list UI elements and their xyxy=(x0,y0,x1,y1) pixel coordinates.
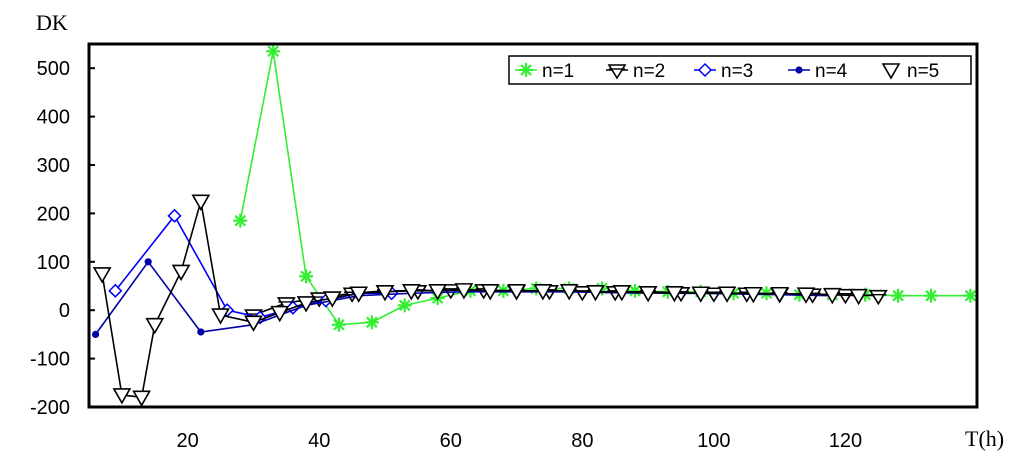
x-tick-label-60: 60 xyxy=(440,430,462,452)
data-point-n-5 xyxy=(849,288,868,306)
data-point-n-5 xyxy=(296,296,316,313)
y-tick-label-200: 200 xyxy=(37,203,70,225)
x-tick-label-120: 120 xyxy=(829,430,862,452)
legend-marker-n-4 xyxy=(795,66,803,74)
data-point-n-5 xyxy=(454,283,474,300)
data-point-n-2 xyxy=(868,289,888,306)
legend-item-n-3: n=3 xyxy=(694,61,753,82)
data-point-n-3 xyxy=(167,208,182,223)
data-point-n-5 xyxy=(796,287,816,304)
data-point-n-5 xyxy=(586,285,605,302)
y-tick-label-300: 300 xyxy=(37,155,70,177)
series-n-5 xyxy=(92,194,868,407)
y-tick-label-400: 400 xyxy=(37,107,70,129)
legend-label-n-5: n=5 xyxy=(907,61,939,82)
plot-frame xyxy=(87,42,979,409)
data-point-n-5 xyxy=(171,264,191,282)
legend-item-n-5: n=5 xyxy=(881,61,939,82)
y-tick-label--200: -200 xyxy=(30,397,70,419)
x-axis-title: T(h) xyxy=(965,426,1004,451)
data-point-n-4 xyxy=(91,330,100,338)
data-point-n-1 xyxy=(627,283,642,298)
data-point-n-5 xyxy=(717,286,737,303)
legend: n=1 n=2 n=3 n=4 n=5 xyxy=(508,55,972,85)
data-point-n-5 xyxy=(612,285,632,302)
data-point-n-5 xyxy=(507,284,526,301)
data-point-n-5 xyxy=(375,285,395,302)
legend-label-n-4: n=4 xyxy=(815,61,848,82)
data-point-n-5 xyxy=(428,284,448,301)
y-axis-title: DK xyxy=(36,10,68,35)
data-point-n-1 xyxy=(364,315,379,330)
y-tick-label-0: 0 xyxy=(59,300,70,322)
data-point-n-5 xyxy=(480,284,500,301)
data-point-n-5 xyxy=(244,315,263,332)
data-point-n-5 xyxy=(401,284,421,301)
legend-label-n-3: n=3 xyxy=(721,61,753,82)
data-point-n-4 xyxy=(197,328,205,336)
data-point-n-1 xyxy=(266,44,281,59)
data-point-n-5 xyxy=(270,305,290,323)
data-point-n-1 xyxy=(891,288,906,303)
data-point-n-1 xyxy=(397,298,412,313)
data-point-n-2 xyxy=(572,286,592,302)
legend-marker-n-3 xyxy=(697,62,713,78)
data-point-n-1 xyxy=(299,269,314,284)
series-line-n-3 xyxy=(114,214,392,319)
legend-label-n-1: n=1 xyxy=(542,61,574,82)
data-point-n-5 xyxy=(322,291,342,308)
data-point-n-2 xyxy=(836,288,855,305)
plot-series xyxy=(91,44,978,407)
data-point-n-1 xyxy=(233,213,248,228)
legend-marker-n-2 xyxy=(607,64,627,80)
y-tick-label-500: 500 xyxy=(37,58,70,80)
legend-item-n-2: n=2 xyxy=(606,61,665,82)
y-tick-label-100: 100 xyxy=(37,252,70,274)
data-point-n-5 xyxy=(770,286,790,304)
data-point-n-5 xyxy=(211,308,230,325)
data-point-n-1 xyxy=(923,288,938,303)
legend-item-n-1: n=1 xyxy=(515,61,574,82)
data-point-n-5 xyxy=(533,284,553,301)
data-point-n-5 xyxy=(145,317,165,335)
legend-item-n-4: n=4 xyxy=(788,61,848,82)
data-point-n-1 xyxy=(331,317,346,332)
data-point-n-5 xyxy=(691,286,711,303)
data-point-n-5 xyxy=(559,284,579,301)
legend-label-n-2: n=2 xyxy=(633,61,665,82)
data-point-n-5 xyxy=(822,287,842,305)
data-point-n-5 xyxy=(92,267,112,284)
legend-marker-n-1 xyxy=(519,63,533,77)
data-point-n-5 xyxy=(132,390,152,407)
y-tick-marks xyxy=(89,67,95,408)
legend-marker-n-5 xyxy=(881,63,901,80)
x-tick-label-100: 100 xyxy=(697,430,730,452)
data-point-n-2 xyxy=(704,287,724,303)
x-tick-label-40: 40 xyxy=(308,430,330,452)
data-point-n-5 xyxy=(112,388,132,405)
data-point-n-5 xyxy=(191,194,211,211)
data-point-n-4 xyxy=(144,258,152,266)
y-tick-label--100: -100 xyxy=(30,349,70,371)
data-point-n-5 xyxy=(665,285,684,303)
x-tick-label-80: 80 xyxy=(571,430,593,452)
data-point-n-5 xyxy=(638,285,658,303)
data-point-n-1 xyxy=(963,288,978,303)
tick-labels: -200 -100 0 100 200 300 400 500 20 40 60 80 100 120 xyxy=(30,58,862,452)
data-point-n-5 xyxy=(349,286,369,303)
data-point-n-5 xyxy=(743,286,763,304)
data-point-n-3 xyxy=(108,283,123,298)
x-tick-label-20: 20 xyxy=(177,430,199,452)
